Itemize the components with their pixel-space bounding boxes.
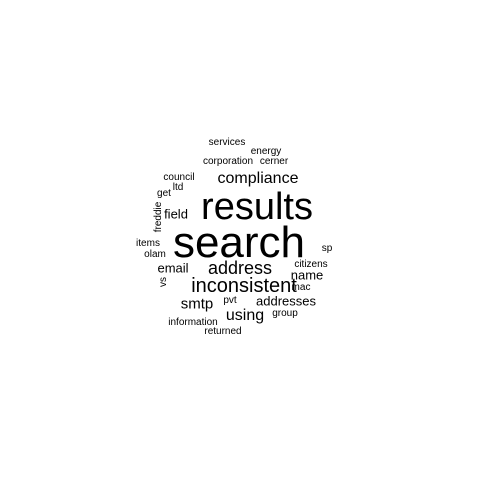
word-group: group — [272, 308, 298, 319]
word-olam: olam — [144, 249, 166, 260]
word-sp: sp — [321, 243, 333, 254]
word-items: items — [136, 238, 160, 249]
word-results: results — [201, 186, 313, 228]
word-compliance: compliance — [217, 170, 299, 187]
word-corporation: corporation — [202, 156, 254, 167]
word-council: council — [163, 172, 195, 183]
word-ltd: ltd — [172, 182, 184, 193]
word-smtp: smtp — [180, 295, 214, 313]
word-freddie: freddie — [153, 201, 164, 233]
word-returned: returned — [204, 326, 242, 337]
word-pvt: pvt — [223, 295, 237, 306]
word-mac: mac — [291, 282, 311, 293]
word-get: get — [157, 188, 171, 199]
word-address: address — [207, 258, 273, 278]
word-field: field — [164, 206, 188, 222]
word-inconsistent: inconsistent — [191, 275, 297, 297]
word-name: name — [290, 267, 324, 283]
word-search: search — [172, 218, 306, 267]
word-vs: vs — [158, 277, 169, 287]
word-cerner: cerner — [259, 156, 289, 167]
word-services: services — [208, 137, 246, 148]
word-energy: energy — [250, 146, 282, 157]
word-addresses: addresses — [256, 293, 316, 309]
word-using: using — [225, 307, 265, 324]
word-email: email — [157, 260, 189, 276]
word-information: information — [168, 317, 218, 328]
word-citizens: citizens — [294, 259, 328, 270]
